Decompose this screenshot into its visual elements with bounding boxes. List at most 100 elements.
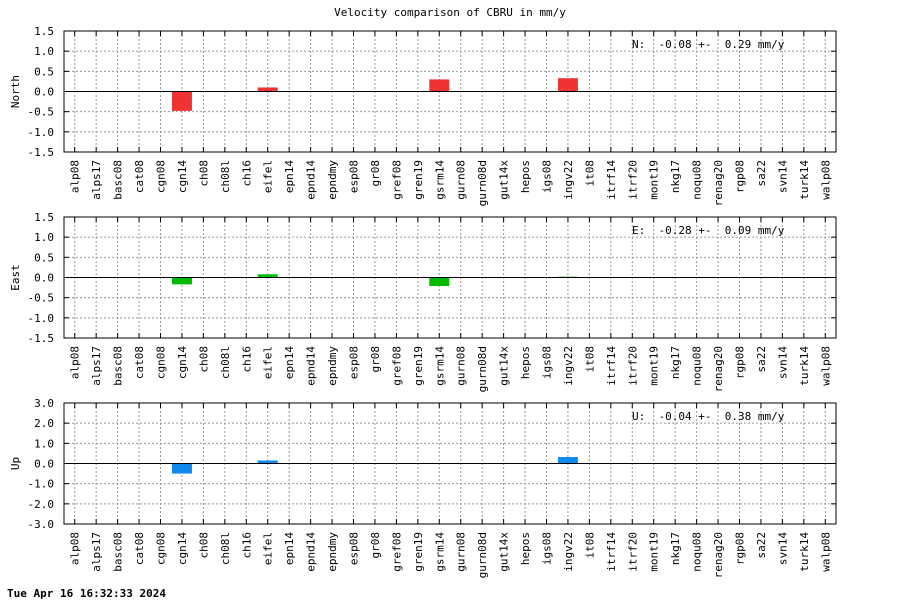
x-tick-label: it08 <box>583 160 596 187</box>
y-axis-label: East <box>9 264 22 291</box>
x-tick-label: epndmy <box>326 160 339 200</box>
x-tick-label: gref08 <box>390 532 403 572</box>
y-tick-label: 1.5 <box>34 25 54 38</box>
x-tick-label: it08 <box>583 346 596 373</box>
x-tick-label: gurn08d <box>476 532 489 578</box>
x-tick-label: gurn08 <box>455 346 468 386</box>
plot-frame <box>63 30 837 153</box>
x-tick-label: eifel <box>262 160 275 193</box>
x-tick-label: alp08 <box>69 346 82 379</box>
x-tick-label: gr08 <box>369 160 382 187</box>
x-tick-label: gren19 <box>412 160 425 200</box>
x-tick-label: epn14 <box>283 160 296 193</box>
y-tick-label: -0.5 <box>28 292 55 305</box>
x-tick-label: alp08 <box>69 532 82 565</box>
y-tick-label: 0.0 <box>34 272 54 285</box>
x-tick-label: itrf14 <box>605 160 618 200</box>
x-tick-label: hepos <box>519 346 532 379</box>
x-tick-label: gr08 <box>369 346 382 373</box>
x-tick-label: cgn08 <box>155 532 168 565</box>
y-tick-label: 0.5 <box>34 65 54 78</box>
x-tick-label: itrf14 <box>605 346 618 386</box>
y-tick-label: 1.0 <box>34 437 54 450</box>
x-tick-label: svn14 <box>776 160 789 193</box>
stats-annotation: U: -0.04 +- 0.38 mm/y <box>632 410 785 423</box>
x-tick-label: rgp08 <box>734 346 747 379</box>
bar-gsrm14 <box>429 277 450 286</box>
x-tick-label: itrf20 <box>626 532 639 572</box>
x-tick-label: gut14x <box>498 532 511 572</box>
x-tick-label: epn14 <box>283 346 296 379</box>
x-tick-label: sa22 <box>755 346 768 373</box>
y-tick-label: 0.5 <box>34 251 54 264</box>
plot-frame <box>63 216 837 339</box>
bar-cgn14 <box>171 277 192 285</box>
timestamp: Tue Apr 16 16:32:33 2024 <box>7 587 166 600</box>
x-tick-label: cgn14 <box>176 346 189 379</box>
bar-ingv22 <box>557 457 578 464</box>
y-tick-label: -1.0 <box>28 126 55 139</box>
y-tick-label: 2.0 <box>34 417 54 430</box>
x-tick-label: gref08 <box>390 346 403 386</box>
x-tick-label: esp08 <box>348 346 361 379</box>
x-tick-label: alps17 <box>90 532 103 572</box>
x-tick-label: gref08 <box>390 160 403 200</box>
bar-cgn14 <box>171 91 192 111</box>
x-tick-label: ch08 <box>197 532 210 559</box>
x-tick-label: ingv22 <box>562 160 575 200</box>
x-tick-label: nkg17 <box>669 532 682 565</box>
y-tick-label: -1.0 <box>28 312 55 325</box>
x-tick-label: itrf20 <box>626 160 639 200</box>
x-tick-label: svn14 <box>776 532 789 565</box>
y-tick-label: 0.0 <box>34 458 54 471</box>
x-tick-label: it08 <box>583 532 596 559</box>
y-tick-label: 3.0 <box>34 397 54 410</box>
x-tick-label: cgn08 <box>155 160 168 193</box>
x-tick-label: gsrm14 <box>433 346 446 386</box>
x-tick-label: noqu08 <box>691 346 704 386</box>
y-axis-label: North <box>9 75 22 108</box>
x-tick-label: cat08 <box>133 532 146 565</box>
x-tick-label: epnd14 <box>305 160 318 200</box>
x-tick-label: sa22 <box>755 532 768 559</box>
x-tick-label: eifel <box>262 346 275 379</box>
x-tick-label: basc08 <box>112 532 125 572</box>
panel-north: 1.5 1.0 0.5 0.0 -0.5 -1.0 -1.5 alp08 alps17 basc0… <box>9 25 837 206</box>
x-tick-label: igs08 <box>541 160 554 193</box>
x-tick-label: ch08 <box>197 346 210 373</box>
stats-annotation: N: -0.08 +- 0.29 mm/y <box>632 38 785 51</box>
x-tick-label: igs08 <box>541 532 554 565</box>
x-tick-label: noqu08 <box>691 532 704 572</box>
x-tick-label: cgn08 <box>155 346 168 379</box>
bar-eifel <box>257 460 278 464</box>
x-tick-label: alps17 <box>90 160 103 200</box>
plot-frame <box>63 402 837 525</box>
x-tick-label: ch16 <box>240 346 253 373</box>
x-tick-label: epnd14 <box>305 532 318 572</box>
x-tick-label: ch08l <box>219 160 232 193</box>
y-tick-label: -1.5 <box>28 146 55 159</box>
x-tick-label: ch08l <box>219 346 232 379</box>
y-tick-label: -1.0 <box>28 478 55 491</box>
y-tick-label: 1.5 <box>34 211 54 224</box>
x-tick-label: esp08 <box>348 160 361 193</box>
x-tick-label: gurn08d <box>476 160 489 206</box>
x-tick-label: itrf14 <box>605 532 618 572</box>
y-tick-label: -3.0 <box>28 518 55 531</box>
x-tick-label: gsrm14 <box>433 160 446 200</box>
x-tick-label: mont19 <box>648 346 661 386</box>
x-tick-label: renag20 <box>712 160 725 206</box>
x-tick-label: gr08 <box>369 532 382 559</box>
x-tick-label: esp08 <box>348 532 361 565</box>
y-tick-label: 1.0 <box>34 45 54 58</box>
x-tick-label: gren19 <box>412 532 425 572</box>
x-tick-label: basc08 <box>112 160 125 200</box>
x-tick-label: ch08 <box>197 160 210 187</box>
x-tick-label: walp08 <box>819 346 832 386</box>
x-tick-label: turk14 <box>798 160 811 200</box>
x-tick-label: hepos <box>519 160 532 193</box>
x-tick-label: ch16 <box>240 160 253 187</box>
x-tick-label: igs08 <box>541 346 554 379</box>
x-tick-label: rgp08 <box>734 532 747 565</box>
x-tick-label: nkg17 <box>669 346 682 379</box>
